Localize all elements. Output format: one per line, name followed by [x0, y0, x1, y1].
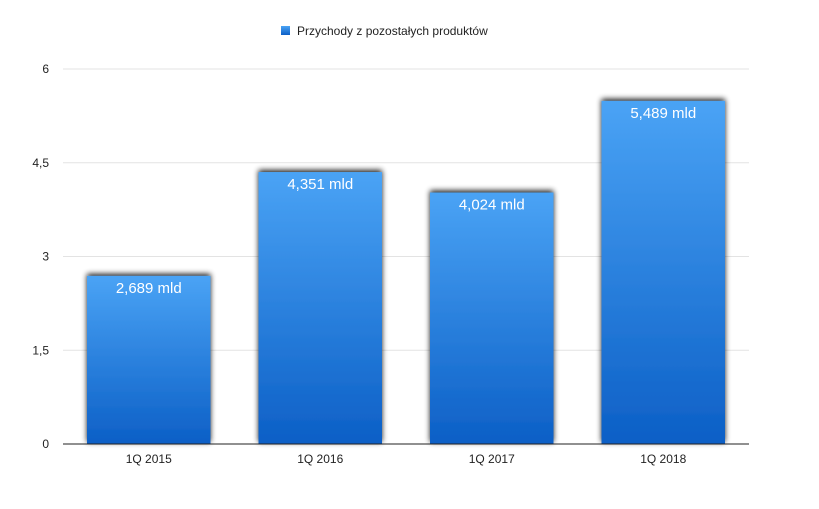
bar-data-label: 4,024 mld	[459, 197, 525, 214]
x-tick-label: 1Q 2018	[640, 452, 686, 466]
x-axis-ticks: 1Q 2015 1Q 2016 1Q 2017 1Q 2018	[126, 452, 687, 466]
x-tick-label: 1Q 2017	[469, 452, 515, 466]
bar-data-label: 4,351 mld	[287, 176, 353, 193]
x-tick-label: 1Q 2015	[126, 452, 172, 466]
bar	[258, 172, 382, 444]
bar	[430, 192, 554, 444]
bar-data-label: 5,489 mld	[630, 105, 696, 122]
y-tick-label: 4,5	[32, 156, 49, 170]
x-tick-label: 1Q 2016	[297, 452, 343, 466]
bar-data-labels: 2,689 mld 4,351 mld 4,024 mld 5,489 mld	[116, 105, 696, 297]
bar	[87, 275, 211, 444]
legend-label: Przychody z pozostałych produktów	[297, 24, 488, 38]
legend: Przychody z pozostałych produktów	[281, 24, 488, 38]
bar	[601, 100, 725, 444]
bar-data-label: 2,689 mld	[116, 280, 182, 297]
y-tick-label: 1,5	[32, 343, 49, 357]
y-tick-label: 6	[42, 62, 49, 76]
legend-swatch	[281, 26, 290, 35]
y-axis-ticks: 0 1,5 3 4,5 6	[32, 62, 49, 451]
y-tick-label: 3	[42, 250, 49, 264]
y-tick-label: 0	[42, 437, 49, 451]
bars	[87, 100, 725, 444]
